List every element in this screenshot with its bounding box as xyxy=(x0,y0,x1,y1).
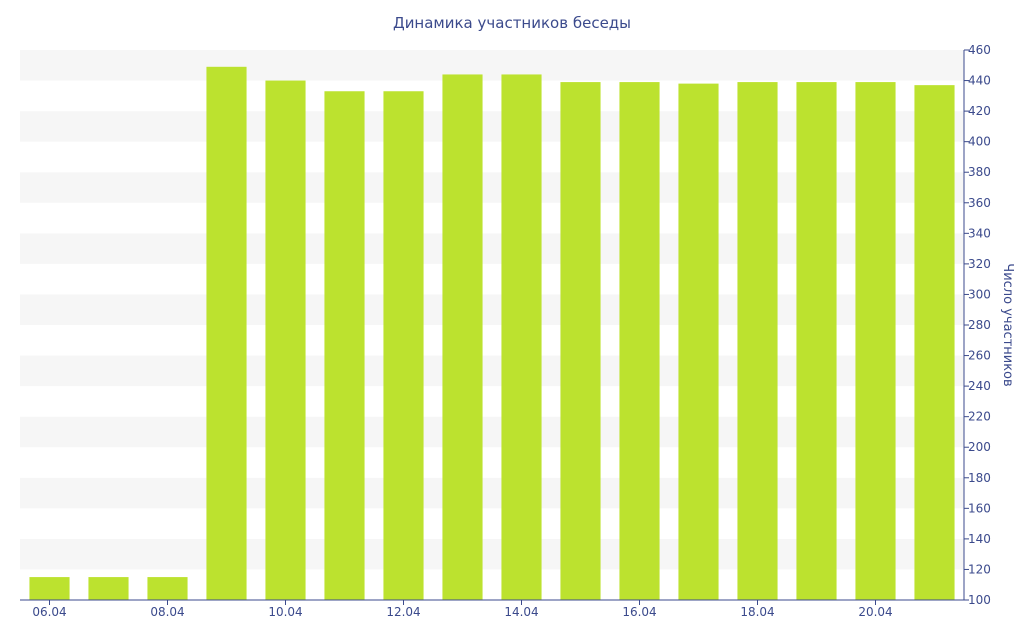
y-tick-label: 460 xyxy=(968,43,991,57)
bar-14.04 xyxy=(501,74,542,600)
bar-11.04 xyxy=(324,91,365,600)
x-tick-label: 12.04 xyxy=(386,605,420,619)
bar-17.04 xyxy=(678,83,719,601)
y-tick-label: 340 xyxy=(968,226,991,240)
bar-21.04 xyxy=(914,85,955,600)
y-tick-label: 140 xyxy=(968,532,991,546)
y-tick-label: 360 xyxy=(968,196,991,210)
bar-08.04 xyxy=(147,577,188,600)
y-tick-label: 420 xyxy=(968,104,991,118)
x-tick-label: 08.04 xyxy=(150,605,184,619)
y-tick-label: 380 xyxy=(968,165,991,179)
y-tick-label: 400 xyxy=(968,135,991,149)
y-tick-label: 440 xyxy=(968,74,991,88)
x-tick-label: 06.04 xyxy=(32,605,66,619)
bar-19.04 xyxy=(796,82,837,601)
chart-title: Динамика участников беседы xyxy=(393,14,631,32)
bar-07.04 xyxy=(88,577,129,600)
x-tick-label: 16.04 xyxy=(622,605,656,619)
x-tick-label: 14.04 xyxy=(504,605,538,619)
y-tick-label: 320 xyxy=(968,257,991,271)
y-tick-label: 180 xyxy=(968,471,991,485)
bar-18.04 xyxy=(737,82,778,601)
y-tick-label: 160 xyxy=(968,501,991,515)
x-axis-ticks: 06.04 08.04 10.04 12.04 14.04 16.04 18.04 20.04 xyxy=(32,600,893,619)
bar-12.04 xyxy=(383,91,424,600)
y-tick-label: 300 xyxy=(968,287,991,301)
bar-13.04 xyxy=(442,74,483,600)
y-tick-label: 100 xyxy=(968,593,991,607)
bar-20.04 xyxy=(855,82,896,601)
y-tick-label: 220 xyxy=(968,410,991,424)
y-axis-label: Число участников xyxy=(1000,263,1015,386)
bars-group xyxy=(29,66,955,601)
bar-15.04 xyxy=(560,82,601,601)
y-tick-label: 240 xyxy=(968,379,991,393)
bar-09.04 xyxy=(206,66,247,601)
bar-10.04 xyxy=(265,80,306,601)
bar-16.04 xyxy=(619,82,660,601)
bar-06.04 xyxy=(29,577,70,600)
y-tick-label: 280 xyxy=(968,318,991,332)
y-tick-label: 120 xyxy=(968,562,991,576)
y-axis-ticks: 100 120 140 160 180 200 220 240 260 280 300 320 340 3… xyxy=(964,43,991,607)
y-tick-label: 260 xyxy=(968,349,991,363)
x-tick-label: 18.04 xyxy=(740,605,774,619)
y-tick-label: 200 xyxy=(968,440,991,454)
x-tick-label: 20.04 xyxy=(858,605,892,619)
x-tick-label: 10.04 xyxy=(268,605,302,619)
grid-band xyxy=(20,50,964,81)
